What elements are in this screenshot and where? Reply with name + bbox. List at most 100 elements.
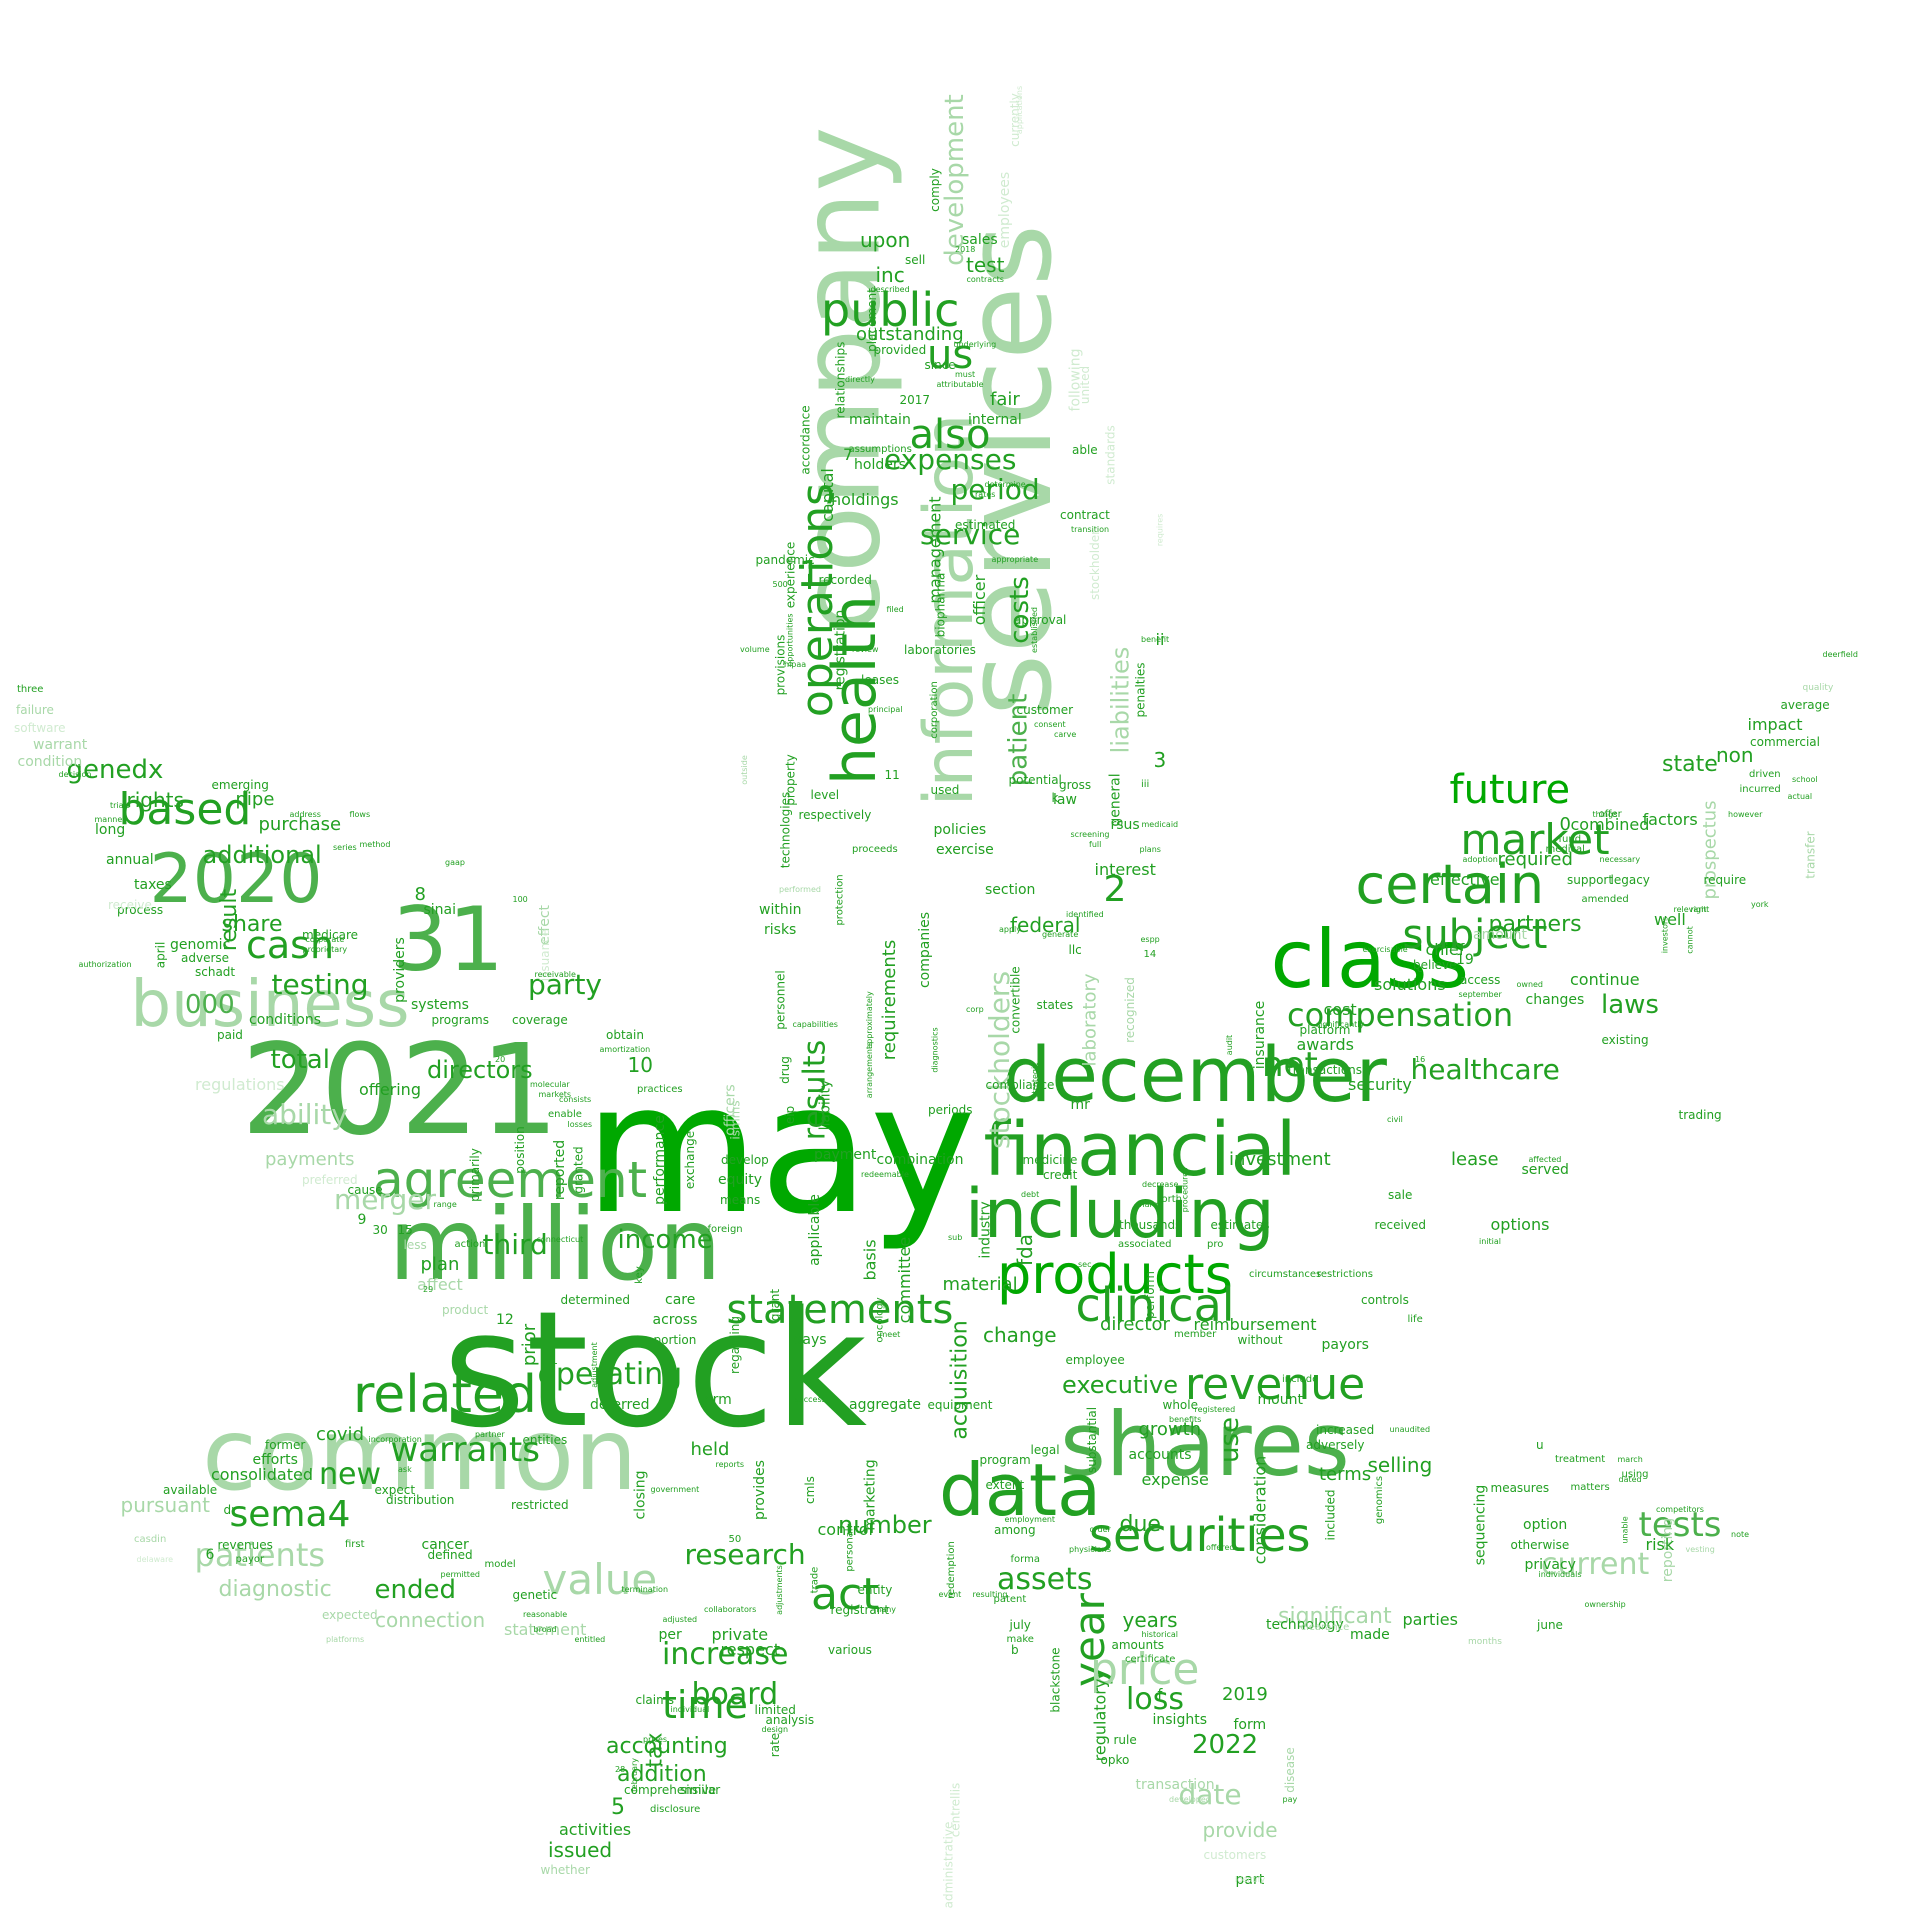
cloud-word-agreement: agreement <box>373 1151 648 1209</box>
cloud-word-note: note <box>1731 1530 1750 1539</box>
cloud-word-combined: combined <box>1570 815 1650 834</box>
cloud-word-price: price <box>1090 1644 1200 1695</box>
cloud-word-term: term <box>698 1392 732 1408</box>
cloud-word-event: event <box>938 1590 962 1599</box>
cloud-word-february: february <box>630 1757 640 1793</box>
cloud-word-holders: holders <box>854 457 906 473</box>
cloud-word-private: private <box>711 1625 769 1644</box>
cloud-word-decision: decision <box>58 770 92 779</box>
cloud-word-ended: ended <box>374 1575 456 1605</box>
cloud-word-clinical: clinical <box>1075 1278 1235 1332</box>
cloud-word-holdings: holdings <box>831 490 899 509</box>
cloud-word-28: 28 <box>615 1765 626 1774</box>
cloud-word-pandemic: pandemic <box>755 553 815 567</box>
cloud-word-offering: offering <box>359 1080 421 1099</box>
cloud-word-claims: claims <box>635 1693 675 1707</box>
cloud-word-member: member <box>1174 1329 1217 1340</box>
cloud-word-pro: pro <box>1207 1239 1224 1250</box>
cloud-word-perform: perform <box>1142 1271 1157 1319</box>
cloud-word-class: class <box>1270 913 1470 1006</box>
cloud-word-certificate: certificate <box>1125 1654 1176 1665</box>
cloud-word-liabilities: liabilities <box>1105 646 1134 754</box>
cloud-word-right: right <box>1690 905 1710 914</box>
cloud-word-closing: closing <box>632 1470 649 1520</box>
cloud-word-adjustment: adjustment <box>589 1342 599 1388</box>
cloud-word-comply: comply <box>927 168 942 212</box>
cloud-word-platforms: platforms <box>326 1635 365 1644</box>
cloud-word-securities: securities <box>1089 1508 1311 1562</box>
cloud-word-2019: 2019 <box>1222 1684 1268 1705</box>
cloud-word-selling: selling <box>1367 1453 1433 1477</box>
cloud-word-rates: rates <box>975 490 996 499</box>
cloud-word-developed: developed <box>1169 1795 1211 1804</box>
cloud-word-employment: employment <box>1004 1515 1056 1524</box>
cloud-word-administrative: administrative <box>940 1821 955 1909</box>
cloud-word-payment: payment <box>814 1147 877 1163</box>
cloud-word-incurred: incurred <box>1739 784 1781 795</box>
cloud-word-aggregate: aggregate <box>849 1397 921 1413</box>
cloud-word-anti: anti <box>732 1415 748 1424</box>
cloud-word-level: level <box>810 788 840 802</box>
cloud-word-100: 100 <box>512 895 528 904</box>
cloud-word-actual: actual <box>1787 792 1813 801</box>
cloud-word-medical: medical <box>1545 844 1585 855</box>
cloud-word-state: state <box>1662 752 1718 777</box>
cloud-word-provides: provides <box>751 1460 768 1520</box>
cloud-word-accordance: accordance <box>798 405 813 475</box>
cloud-word-arrangements: arrangements <box>865 1041 875 1099</box>
cloud-word-warrants: warrants <box>390 1430 540 1470</box>
cloud-word-accounting: accounting <box>606 1734 728 1759</box>
cloud-word-50: 50 <box>728 1534 742 1545</box>
cloud-word-unable: unable <box>1620 1516 1630 1544</box>
cloud-word-genetic: genetic <box>512 1588 558 1602</box>
cloud-word-preferred: preferred <box>302 1173 358 1187</box>
cloud-word-strategic: strategic <box>1030 1062 1040 1098</box>
cloud-word-experience: experience <box>782 541 797 609</box>
cloud-word-insights: insights <box>1152 1712 1208 1728</box>
cloud-word-federal: federal <box>1010 913 1081 937</box>
cloud-word-review: review <box>852 645 879 654</box>
cloud-word-former: former <box>265 1438 306 1452</box>
cloud-word-chief: chief <box>1425 940 1465 959</box>
cloud-word-9: 9 <box>357 1212 367 1228</box>
cloud-word-provided: provided <box>873 343 927 357</box>
cloud-word-grant: grant <box>768 1288 783 1322</box>
cloud-word-act: act <box>811 1569 880 1620</box>
cloud-word-three: three <box>17 684 44 695</box>
cloud-word-30: 30 <box>372 1223 388 1237</box>
cloud-word-address: address <box>289 810 321 819</box>
cloud-word-termination: termination <box>621 1585 669 1594</box>
cloud-word-means: means <box>720 1193 761 1207</box>
cloud-word-standards: standards <box>1103 425 1118 485</box>
cloud-word-casdin: casdin <box>134 1534 167 1545</box>
cloud-word-laws: laws <box>1601 990 1659 1020</box>
cloud-word-per: per <box>658 1627 682 1643</box>
cloud-word-july: july <box>1009 1618 1031 1632</box>
cloud-word-controls: controls <box>1361 1293 1409 1307</box>
cloud-word-based: based <box>118 784 252 835</box>
cloud-word-identified: identified <box>1066 910 1104 919</box>
cloud-word-loss: loss <box>1126 1682 1184 1717</box>
cloud-word-amortization: amortization <box>599 1045 651 1054</box>
cloud-word-deferred: deferred <box>590 1397 650 1413</box>
cloud-word-cmls: cmls <box>802 1476 817 1504</box>
cloud-word-transactions: transactions <box>1288 1063 1363 1077</box>
cloud-word-contract: contract <box>1060 508 1110 522</box>
cloud-word-industry: industry <box>977 1201 994 1259</box>
cloud-word-sub: sub <box>948 1233 963 1242</box>
cloud-word-received: received <box>1374 1218 1426 1232</box>
cloud-word-quality: quality <box>1802 682 1834 693</box>
cloud-word-served: served <box>1521 1162 1569 1178</box>
cloud-word-outstanding: outstanding <box>856 324 964 345</box>
cloud-word-trade: trade <box>808 1566 820 1594</box>
cloud-word-registration: registration <box>831 609 848 691</box>
cloud-word-without: without <box>1237 1333 1283 1347</box>
cloud-word-share: share <box>221 912 283 937</box>
cloud-word-biopharma: biopharma <box>932 572 947 638</box>
cloud-word-carve: carve <box>1054 730 1077 739</box>
cloud-word-debt: debt <box>1021 1190 1040 1199</box>
cloud-word-granted: granted <box>571 1146 586 1194</box>
cloud-word-united: united <box>1078 365 1093 405</box>
cloud-word-iii: iii <box>1141 779 1150 790</box>
cloud-word-companies: companies <box>917 911 934 989</box>
